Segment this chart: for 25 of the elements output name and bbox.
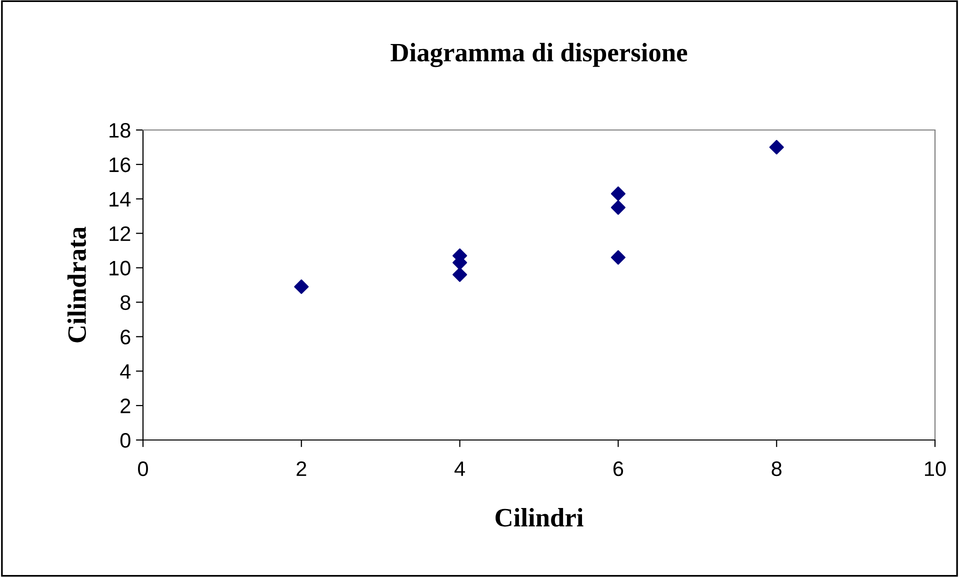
x-tick-label: 10 — [925, 461, 946, 476]
y-tick-label: 4 — [120, 364, 131, 379]
y-tick-label: 6 — [120, 330, 130, 344]
y-axis-title: Cilindrata — [67, 226, 86, 342]
y-tick-label: 8 — [120, 295, 130, 310]
point — [610, 200, 626, 215]
x-tick-label: 2 — [296, 461, 306, 476]
x-tick-label: 6 — [613, 461, 624, 476]
point — [452, 267, 468, 282]
y-tick-label: 0 — [120, 433, 130, 448]
chart-title: Diagramma di dispersione — [390, 42, 688, 68]
x-axis-title: Cilindri — [496, 508, 584, 527]
y-tick-label: 16 — [110, 157, 130, 172]
x-tick-label: 8 — [772, 461, 782, 476]
y-tick-label: 10 — [110, 260, 130, 276]
x-tick-label: 0 — [138, 461, 148, 476]
y-tick-label: 14 — [110, 192, 131, 206]
y-tick-label: 2 — [120, 398, 130, 414]
point — [610, 186, 626, 202]
y-tick-label: 18 — [110, 123, 130, 138]
point — [610, 250, 626, 265]
point — [294, 279, 309, 294]
y-tick-label: 12 — [110, 226, 130, 241]
point — [769, 140, 784, 155]
x-tick-label: 4 — [454, 462, 465, 476]
